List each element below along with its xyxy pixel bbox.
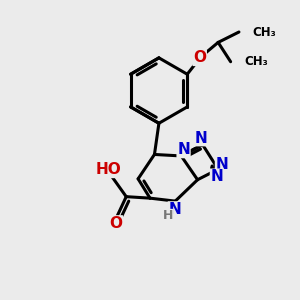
Text: O: O <box>109 216 122 231</box>
Text: HO: HO <box>95 162 121 177</box>
Text: O: O <box>193 50 206 65</box>
Text: N: N <box>216 158 228 172</box>
Text: N: N <box>211 169 223 184</box>
Text: N: N <box>168 202 181 217</box>
Text: H: H <box>163 209 173 223</box>
Text: N: N <box>195 130 208 146</box>
Text: N: N <box>177 142 190 158</box>
Text: CH₃: CH₃ <box>244 55 268 68</box>
Text: CH₃: CH₃ <box>252 26 276 38</box>
